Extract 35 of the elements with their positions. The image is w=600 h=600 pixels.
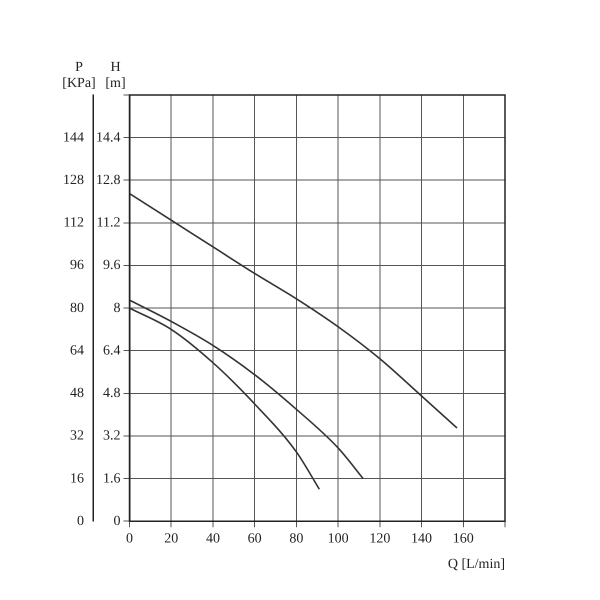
x-tick-label: 0 (126, 531, 133, 546)
x-tick-label: 100 (328, 531, 349, 546)
x-tick-label: 160 (452, 531, 474, 546)
y2-tick-label: 144 (63, 130, 84, 146)
y-tick-label: 8 (114, 300, 120, 316)
x-tick-label: 80 (289, 531, 304, 546)
x-tick-label: 60 (248, 531, 262, 546)
y2-tick-label: 80 (70, 300, 84, 316)
x-tick-label: 20 (164, 531, 178, 546)
x-tick-label: 40 (206, 531, 220, 546)
y2-tick-label: 128 (63, 172, 84, 188)
y2-axis-title: P [KPa] (62, 60, 96, 91)
line-series (130, 192, 458, 429)
y2-tick-label: 32 (70, 428, 84, 444)
y-tick-label: 0 (114, 514, 120, 529)
y-tick-label: 14.4 (96, 130, 120, 146)
y-tick-label: 3.2 (103, 428, 120, 444)
y2-tick-label: 0 (77, 514, 84, 529)
y-tick-label: 4.8 (103, 386, 120, 402)
y-tick-label: 9.6 (103, 258, 120, 274)
y-tick-label: 1.6 (103, 471, 120, 486)
y-tick-label: 6.4 (103, 343, 120, 358)
line-series (130, 307, 320, 490)
y-axis-title: H [m] (105, 60, 126, 91)
x-axis-title: Q [L/min] (448, 557, 505, 572)
y-tick-label: 11.2 (96, 216, 120, 231)
x-tick-label: 120 (369, 531, 390, 546)
y2-tick-label: 16 (70, 471, 84, 486)
y2-tick-label: 64 (70, 343, 84, 358)
y-tick-label: 12.8 (96, 172, 120, 188)
line-series (130, 299, 364, 480)
x-tick-label: 140 (411, 531, 432, 546)
y2-tick-label: 48 (70, 386, 84, 402)
y2-tick-label: 96 (70, 258, 84, 274)
y2-tick-label: 112 (64, 216, 84, 231)
